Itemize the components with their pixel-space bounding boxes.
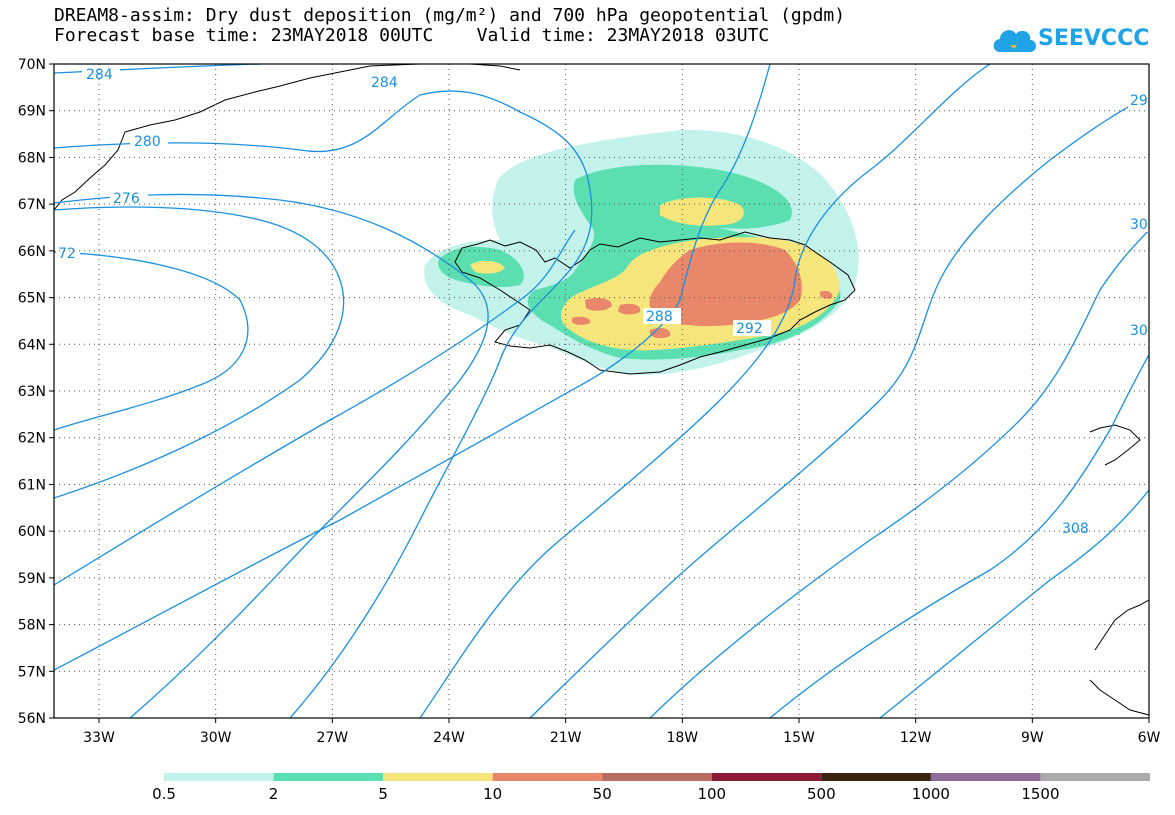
legend-label: 500: [807, 785, 836, 803]
legend-swatch: [383, 773, 493, 781]
lon-tick-label: 30W: [200, 730, 232, 746]
legend-label: 2: [269, 785, 279, 803]
legend-swatch: [492, 773, 603, 781]
contour-label: 30: [1130, 217, 1148, 233]
lat-tick-label: 60N: [18, 524, 46, 540]
geopotential-contours: [54, 64, 1149, 718]
legend-label: 10: [483, 785, 502, 803]
contour-label: 72: [58, 246, 76, 262]
map-title: DREAM8-assim: Dry dust deposition (mg/m²…: [54, 5, 846, 26]
lon-tick-label: 27W: [316, 730, 348, 746]
lat-tick-label: 63N: [18, 384, 46, 400]
lat-tick-label: 68N: [18, 150, 46, 166]
lon-tick-label: 21W: [550, 730, 582, 746]
lat-tick-label: 59N: [18, 571, 46, 587]
contour-label: 29: [1130, 93, 1148, 109]
legend-label: 5: [378, 785, 388, 803]
color-legend: 0.5 2 5 10 50 100 500 1000 1500: [152, 773, 1150, 803]
contour-label: 288: [646, 309, 673, 325]
iceland-coast: [454, 231, 856, 375]
legend-label: 1500: [1021, 785, 1059, 803]
lon-tick-label: 24W: [433, 730, 465, 746]
lon-tick-label: 9W: [1021, 730, 1044, 746]
legend-label: 50: [593, 785, 612, 803]
contour-label: 292: [736, 321, 763, 337]
legend-swatch: [1040, 773, 1150, 781]
dust-region-10: [572, 242, 833, 339]
coastlines: [54, 64, 1149, 716]
legend-swatch: [821, 773, 931, 781]
legend-swatch: [711, 773, 822, 781]
map-frame: [53, 63, 1150, 719]
dust-deposition-field: [424, 129, 859, 375]
contour-label: 280: [134, 134, 161, 150]
legend-swatch: [602, 773, 712, 781]
lon-tick-label: 18W: [666, 730, 698, 746]
greenland-coast: [54, 64, 521, 211]
lat-tick-label: 70N: [18, 57, 46, 73]
lat-tick-label: 56N: [18, 711, 46, 727]
lat-tick-label: 65N: [18, 291, 46, 307]
lat-tick-label: 62N: [18, 431, 46, 447]
graticule: [49, 63, 1150, 723]
lat-tick-label: 67N: [18, 197, 46, 213]
faroe-shetland-coast: [1089, 424, 1149, 716]
lat-tick-label: 57N: [18, 664, 46, 680]
legend-swatch: [164, 773, 274, 781]
lon-tick-label: 6W: [1138, 730, 1161, 746]
legend-label: 1000: [912, 785, 950, 803]
contour-labels: 284 284 280 276 72 288 292 29 30 30 308: [56, 66, 1149, 537]
lat-tick-label: 64N: [18, 337, 46, 353]
contour-label: 276: [113, 191, 140, 207]
lon-tick-label: 15W: [783, 730, 815, 746]
longitude-labels: 33W 30W 27W 24W 21W 18W 15W 12W 9W 6W: [83, 730, 1160, 746]
contour-label: 30: [1130, 323, 1148, 339]
legend-swatch: [273, 773, 384, 781]
legend-swatch: [930, 773, 1041, 781]
logo-text: SEEVCCC: [1038, 26, 1150, 51]
lat-tick-label: 69N: [18, 104, 46, 120]
forecast-time-line: Forecast base time: 23MAY2018 00UTC Vali…: [54, 25, 770, 46]
cloud-icon: [993, 30, 1036, 52]
legend-label: 100: [697, 785, 726, 803]
latitude-labels: 70N 69N 68N 67N 66N 65N 64N 63N 62N 61N 60N 59N 58N 5…: [18, 57, 46, 727]
lon-tick-label: 12W: [900, 730, 932, 746]
legend-label: 0.5: [152, 785, 176, 803]
lon-tick-label: 33W: [83, 730, 115, 746]
contour-label: 284: [371, 75, 398, 91]
lat-tick-label: 66N: [18, 244, 46, 260]
seevccc-logo: SEEVCCC: [990, 18, 1160, 58]
lat-tick-label: 61N: [18, 477, 46, 493]
contour-label: 308: [1062, 521, 1089, 537]
lat-tick-label: 58N: [18, 618, 46, 634]
